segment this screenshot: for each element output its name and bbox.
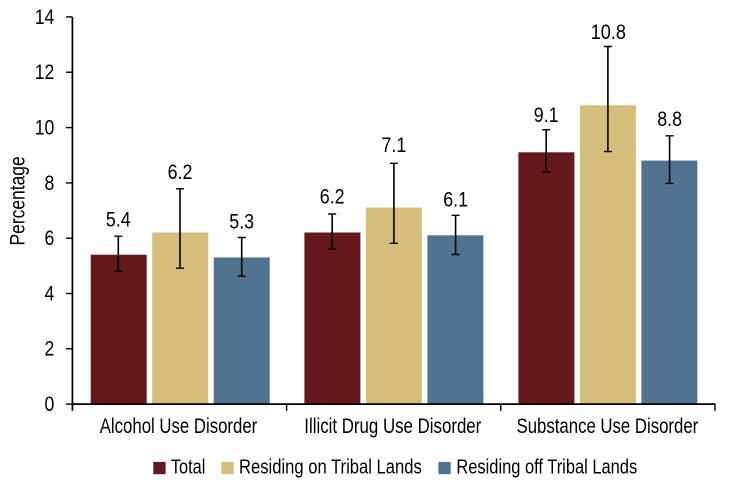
svg-text:9.1: 9.1	[534, 103, 559, 127]
svg-text:10: 10	[35, 116, 55, 140]
svg-text:5.3: 5.3	[229, 209, 254, 233]
svg-text:Alcohol Use Disorder: Alcohol Use Disorder	[100, 414, 258, 438]
svg-text:0: 0	[45, 392, 55, 416]
svg-text:Total: Total	[171, 456, 206, 479]
svg-text:6: 6	[45, 226, 55, 250]
svg-text:2: 2	[45, 337, 55, 361]
svg-text:14: 14	[35, 5, 55, 29]
svg-text:12: 12	[35, 60, 55, 84]
svg-text:Percentage: Percentage	[7, 156, 30, 245]
svg-text:6.2: 6.2	[320, 185, 345, 209]
svg-text:4: 4	[45, 281, 55, 305]
svg-text:Residing on Tribal Lands: Residing on Tribal Lands	[239, 456, 422, 479]
svg-text:6.2: 6.2	[168, 160, 193, 184]
svg-text:Illicit Drug Use Disorder: Illicit Drug Use Disorder	[304, 414, 481, 438]
svg-text:8: 8	[45, 171, 55, 195]
svg-text:7.1: 7.1	[382, 133, 407, 157]
svg-text:8.8: 8.8	[657, 107, 682, 131]
svg-text:5.4: 5.4	[106, 207, 131, 231]
svg-text:10.8: 10.8	[591, 20, 626, 44]
svg-text:Residing off Tribal Lands: Residing off Tribal Lands	[456, 456, 637, 479]
svg-text:Substance Use Disorder: Substance Use Disorder	[517, 414, 699, 438]
svg-text:6.1: 6.1	[443, 187, 468, 211]
